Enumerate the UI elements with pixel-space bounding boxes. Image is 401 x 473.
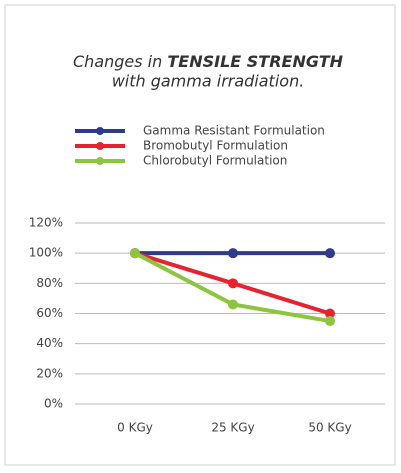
legend-label: Chlorobutyl Formulation bbox=[143, 154, 287, 168]
x-tick-label: 0 KGy bbox=[117, 421, 153, 435]
y-tick-label: 100% bbox=[29, 246, 63, 260]
data-point bbox=[228, 299, 238, 310]
y-tick-label: 20% bbox=[36, 366, 63, 380]
chart-title: with gamma irradiation. bbox=[112, 72, 305, 91]
x-tick-label: 50 KGy bbox=[308, 421, 351, 435]
legend-label: Gamma Resistant Formulation bbox=[143, 124, 325, 138]
legend-marker bbox=[96, 127, 104, 135]
y-tick-label: 0% bbox=[44, 397, 63, 411]
frame bbox=[4, 4, 396, 466]
data-point bbox=[325, 308, 335, 319]
data-point bbox=[228, 278, 238, 289]
legend-marker bbox=[96, 142, 104, 150]
legend-label: Bromobutyl Formulation bbox=[143, 139, 288, 153]
legend-marker bbox=[96, 157, 104, 165]
y-tick-label: 80% bbox=[36, 276, 63, 290]
data-point bbox=[228, 248, 238, 259]
data-point bbox=[325, 248, 335, 259]
title-part: TENSILE STRENGTH bbox=[167, 52, 343, 71]
data-point bbox=[325, 316, 335, 327]
x-tick-label: 25 KGy bbox=[211, 421, 254, 435]
title-part: Changes in bbox=[73, 52, 162, 71]
y-tick-label: 120% bbox=[29, 216, 63, 230]
data-point bbox=[130, 248, 140, 259]
y-tick-label: 40% bbox=[36, 336, 63, 350]
y-tick-label: 60% bbox=[36, 306, 63, 320]
chart-title: Changes in TENSILE STRENGTH bbox=[73, 52, 344, 71]
